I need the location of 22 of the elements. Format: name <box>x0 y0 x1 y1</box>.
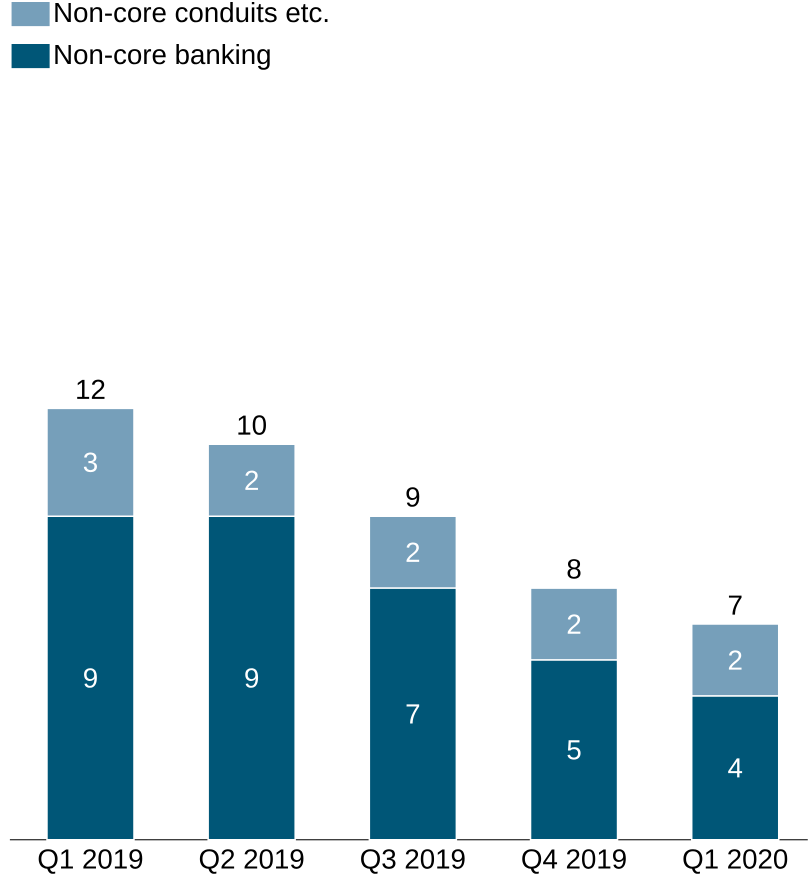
legend-label: Non-core banking <box>55 44 270 70</box>
data-label: 2 <box>728 650 742 670</box>
data-label: 7 <box>406 704 419 724</box>
x-tick-label: Q1 2020 <box>683 849 788 874</box>
total-label: 7 <box>728 596 742 615</box>
data-label: 9 <box>84 668 97 688</box>
data-label: 5 <box>567 740 580 760</box>
data-label: 9 <box>245 668 258 688</box>
total-label: 8 <box>567 559 580 579</box>
data-label: 3 <box>84 452 97 472</box>
data-label: 2 <box>568 614 580 634</box>
data-label: 2 <box>406 542 419 562</box>
x-tick-label: Q1 2019 <box>38 849 142 874</box>
total-label: 12 <box>77 380 104 399</box>
x-tick-label: Q3 2019 <box>360 849 464 874</box>
x-tick-label: Q4 2019 <box>522 849 626 874</box>
data-label: 2 <box>245 470 258 490</box>
data-label: 4 <box>728 758 742 778</box>
x-tick-label: Q2 2019 <box>200 849 304 874</box>
total-label: 9 <box>406 487 420 507</box>
total-label: 10 <box>238 415 266 435</box>
legend-label: Non-core conduits etc. <box>55 2 328 22</box>
